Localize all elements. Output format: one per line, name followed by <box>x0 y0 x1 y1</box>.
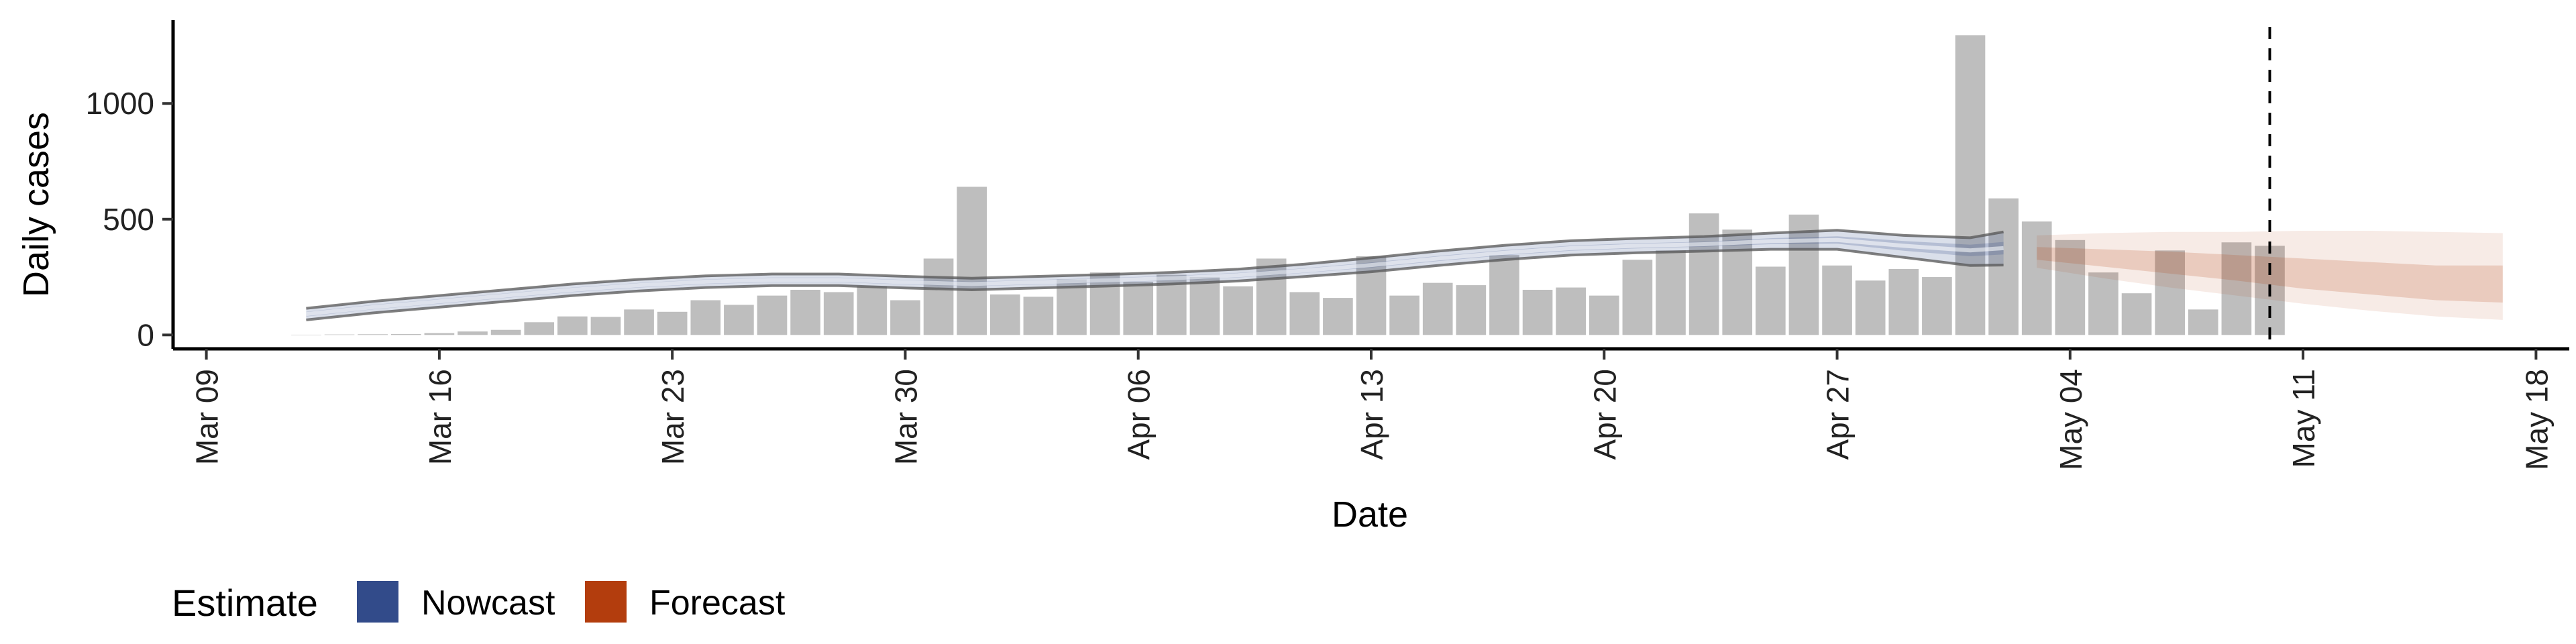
bar <box>1988 198 2019 335</box>
legend-title: Estimate <box>172 582 318 624</box>
bar <box>1722 229 1753 335</box>
bar <box>957 186 987 335</box>
y-tick-label: 500 <box>103 202 154 237</box>
bar <box>823 292 854 335</box>
y-tick-label: 1000 <box>86 86 154 121</box>
legend-label-nowcast: Nowcast <box>421 584 555 623</box>
bar <box>1323 298 1353 335</box>
bar <box>490 329 521 335</box>
forecast-band-90 <box>2037 231 2503 320</box>
legend: Estimate Nowcast Forecast <box>172 581 786 624</box>
bar <box>923 258 954 335</box>
bar <box>590 317 621 335</box>
bar <box>1522 290 1553 335</box>
bar <box>890 300 920 335</box>
bar <box>1955 35 1986 335</box>
x-tick-label: May 04 <box>2053 369 2088 470</box>
bar <box>1057 279 1087 335</box>
bar <box>1756 266 1786 335</box>
bar <box>1123 281 1154 335</box>
bar <box>657 311 688 335</box>
bar <box>2088 272 2118 335</box>
x-tick-label: Apr 13 <box>1354 369 1389 460</box>
bar <box>2188 309 2218 335</box>
x-tick-label: May 18 <box>2519 369 2554 470</box>
x-tick-label: Apr 06 <box>1122 369 1157 460</box>
legend-label-forecast: Forecast <box>649 584 786 623</box>
bar <box>1389 295 1419 335</box>
x-tick-label: Mar 23 <box>655 369 690 465</box>
y-tick-label: 0 <box>137 317 154 352</box>
bar <box>790 290 820 335</box>
x-tick-label: Apr 20 <box>1587 369 1622 460</box>
bar <box>690 300 721 335</box>
bar <box>358 334 388 335</box>
bar <box>1289 292 1320 335</box>
bar <box>1656 250 1686 335</box>
bar <box>624 309 654 335</box>
bar <box>1489 255 1519 335</box>
bar <box>1688 213 1719 335</box>
y-axis-title: Daily cases <box>16 112 56 297</box>
bar <box>1922 277 1952 335</box>
bar <box>424 333 455 335</box>
bar <box>1356 256 1387 335</box>
nowcast-upper-line <box>306 229 2004 310</box>
bar <box>1422 282 1453 335</box>
x-tick-label: Apr 27 <box>1821 369 1856 460</box>
bar <box>1089 272 1120 335</box>
bar <box>1855 280 1886 335</box>
bar <box>2121 293 2152 335</box>
nowcast-lower-line <box>306 248 2004 321</box>
bar <box>2155 250 2185 335</box>
x-axis-title: Date <box>1332 494 1408 535</box>
bar <box>1788 214 1819 335</box>
bar <box>857 286 888 335</box>
x-tick-label: Mar 16 <box>423 369 458 465</box>
nowcast-median-line <box>306 237 2004 317</box>
bar <box>524 322 555 335</box>
bar <box>390 333 421 335</box>
bar <box>757 295 788 335</box>
x-ticks: Mar 09 Mar 16 Mar 23 Mar 30 Apr 06 Apr 13 Apr … <box>190 349 2554 470</box>
x-tick-label: May 11 <box>2286 369 2321 468</box>
legend-swatch-nowcast <box>357 581 398 623</box>
y-ticks: 0 500 1000 <box>86 86 173 352</box>
legend-swatch-forecast <box>585 581 627 623</box>
bar <box>1622 260 1653 335</box>
bar <box>2021 221 2052 335</box>
bar <box>458 331 488 335</box>
bar <box>1822 265 1852 335</box>
x-tick-label: Mar 09 <box>190 369 225 465</box>
bars-layer <box>291 35 2285 335</box>
nowcast-band-90 <box>306 230 2004 320</box>
bar <box>557 316 588 335</box>
bar <box>2055 239 2086 335</box>
bar <box>724 305 754 335</box>
bar <box>989 294 1020 335</box>
bar <box>1589 295 1619 335</box>
bar <box>1888 268 1919 335</box>
x-tick-label: Mar 30 <box>888 369 923 465</box>
bar <box>1223 286 1253 335</box>
bar <box>1456 285 1487 335</box>
bar <box>1556 287 1586 335</box>
bar <box>2221 242 2252 335</box>
bar <box>1189 277 1220 335</box>
bar <box>1023 297 1054 335</box>
